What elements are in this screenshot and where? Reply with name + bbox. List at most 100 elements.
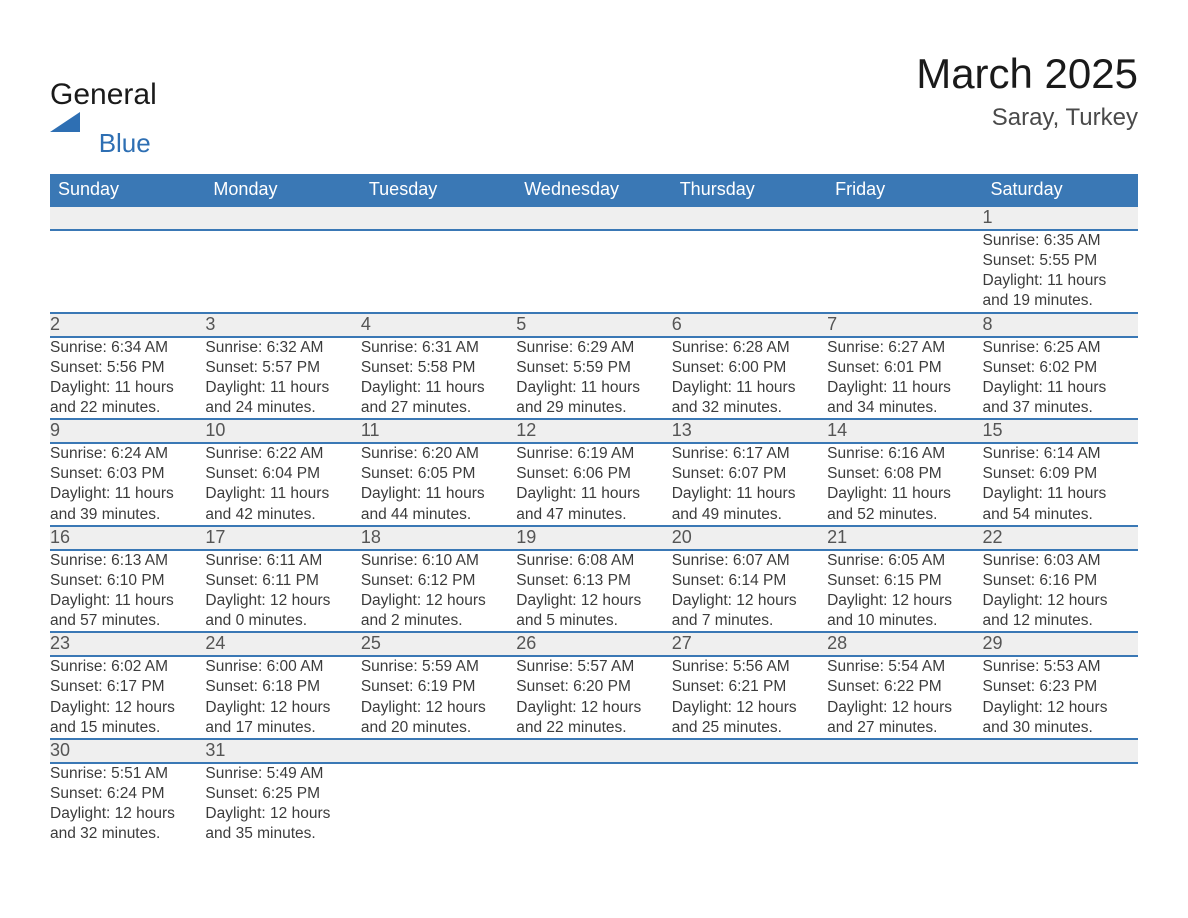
day-ss: Sunset: 5:59 PM (516, 358, 671, 378)
day-d2: and 29 minutes. (516, 398, 671, 418)
day-number-cell: 9 (50, 419, 205, 443)
day-detail-cell (672, 763, 827, 845)
day-number-cell: 20 (672, 526, 827, 550)
day-d1: Daylight: 11 hours (205, 484, 360, 504)
day-d1: Daylight: 11 hours (827, 378, 982, 398)
day-d1: Daylight: 12 hours (50, 804, 205, 824)
day-number-cell (983, 739, 1138, 763)
day-ss: Sunset: 6:19 PM (361, 677, 516, 697)
day-number-cell: 21 (827, 526, 982, 550)
day-detail-cell: Sunrise: 6:22 AMSunset: 6:04 PMDaylight:… (205, 443, 360, 526)
day-d2: and 27 minutes. (827, 718, 982, 738)
day-d1: Daylight: 11 hours (983, 378, 1138, 398)
day-d1: Daylight: 12 hours (205, 591, 360, 611)
day-d2: and 10 minutes. (827, 611, 982, 631)
day-detail-cell: Sunrise: 6:08 AMSunset: 6:13 PMDaylight:… (516, 550, 671, 633)
day-d2: and 15 minutes. (50, 718, 205, 738)
day-ss: Sunset: 6:11 PM (205, 571, 360, 591)
day-detail-cell: Sunrise: 6:17 AMSunset: 6:07 PMDaylight:… (672, 443, 827, 526)
day-detail-cell: Sunrise: 6:00 AMSunset: 6:18 PMDaylight:… (205, 656, 360, 739)
day-d1: Daylight: 11 hours (50, 591, 205, 611)
day-sr: Sunrise: 6:05 AM (827, 551, 982, 571)
day-detail-cell: Sunrise: 6:14 AMSunset: 6:09 PMDaylight:… (983, 443, 1138, 526)
day-number-cell (827, 206, 982, 230)
day-sr: Sunrise: 6:03 AM (983, 551, 1138, 571)
day-ss: Sunset: 6:01 PM (827, 358, 982, 378)
day-number-cell: 24 (205, 632, 360, 656)
week-detail-row: Sunrise: 5:51 AMSunset: 6:24 PMDaylight:… (50, 763, 1138, 845)
week-daynum-row: 3031 (50, 739, 1138, 763)
day-sr: Sunrise: 6:35 AM (983, 231, 1138, 251)
week-daynum-row: 9101112131415 (50, 419, 1138, 443)
day-detail-cell (827, 230, 982, 313)
day-sr: Sunrise: 6:32 AM (205, 338, 360, 358)
day-number-cell: 31 (205, 739, 360, 763)
day-sr: Sunrise: 6:08 AM (516, 551, 671, 571)
day-number-cell: 11 (361, 419, 516, 443)
page-header: General Blue March 2025 Saray, Turkey (50, 50, 1138, 156)
day-ss: Sunset: 6:17 PM (50, 677, 205, 697)
week-detail-row: Sunrise: 6:35 AMSunset: 5:55 PMDaylight:… (50, 230, 1138, 313)
day-detail-cell (361, 230, 516, 313)
day-d1: Daylight: 12 hours (205, 698, 360, 718)
day-ss: Sunset: 5:58 PM (361, 358, 516, 378)
day-detail-cell: Sunrise: 6:27 AMSunset: 6:01 PMDaylight:… (827, 337, 982, 420)
day-d1: Daylight: 11 hours (205, 378, 360, 398)
day-number-cell: 29 (983, 632, 1138, 656)
day-sr: Sunrise: 6:29 AM (516, 338, 671, 358)
day-sr: Sunrise: 5:49 AM (205, 764, 360, 784)
day-number-cell: 23 (50, 632, 205, 656)
day-d2: and 39 minutes. (50, 505, 205, 525)
day-sr: Sunrise: 5:56 AM (672, 657, 827, 677)
page-title: March 2025 (916, 50, 1138, 98)
day-ss: Sunset: 6:02 PM (983, 358, 1138, 378)
day-ss: Sunset: 6:22 PM (827, 677, 982, 697)
day-sr: Sunrise: 6:34 AM (50, 338, 205, 358)
day-number-cell (361, 206, 516, 230)
day-number-cell: 7 (827, 313, 982, 337)
day-d2: and 22 minutes. (516, 718, 671, 738)
day-number-cell (361, 739, 516, 763)
day-ss: Sunset: 6:06 PM (516, 464, 671, 484)
day-d1: Daylight: 12 hours (361, 591, 516, 611)
day-detail-cell: Sunrise: 6:20 AMSunset: 6:05 PMDaylight:… (361, 443, 516, 526)
calendar-body: 1Sunrise: 6:35 AMSunset: 5:55 PMDaylight… (50, 206, 1138, 844)
day-d1: Daylight: 12 hours (361, 698, 516, 718)
column-header: Thursday (672, 174, 827, 206)
day-d2: and 30 minutes. (983, 718, 1138, 738)
day-detail-cell: Sunrise: 6:25 AMSunset: 6:02 PMDaylight:… (983, 337, 1138, 420)
day-detail-cell: Sunrise: 6:07 AMSunset: 6:14 PMDaylight:… (672, 550, 827, 633)
day-detail-cell: Sunrise: 6:05 AMSunset: 6:15 PMDaylight:… (827, 550, 982, 633)
day-number-cell: 16 (50, 526, 205, 550)
day-sr: Sunrise: 6:22 AM (205, 444, 360, 464)
day-number-cell (827, 739, 982, 763)
day-number-cell: 19 (516, 526, 671, 550)
day-sr: Sunrise: 6:02 AM (50, 657, 205, 677)
day-number-cell: 15 (983, 419, 1138, 443)
day-d1: Daylight: 11 hours (50, 378, 205, 398)
day-d1: Daylight: 12 hours (827, 698, 982, 718)
day-d2: and 49 minutes. (672, 505, 827, 525)
day-d2: and 54 minutes. (983, 505, 1138, 525)
day-detail-cell: Sunrise: 6:24 AMSunset: 6:03 PMDaylight:… (50, 443, 205, 526)
day-d2: and 27 minutes. (361, 398, 516, 418)
day-ss: Sunset: 6:18 PM (205, 677, 360, 697)
day-ss: Sunset: 5:57 PM (205, 358, 360, 378)
day-ss: Sunset: 6:13 PM (516, 571, 671, 591)
day-ss: Sunset: 5:56 PM (50, 358, 205, 378)
calendar-table: SundayMondayTuesdayWednesdayThursdayFrid… (50, 174, 1138, 844)
day-detail-cell (672, 230, 827, 313)
day-number-cell: 13 (672, 419, 827, 443)
week-detail-row: Sunrise: 6:24 AMSunset: 6:03 PMDaylight:… (50, 443, 1138, 526)
day-sr: Sunrise: 6:14 AM (983, 444, 1138, 464)
day-sr: Sunrise: 6:17 AM (672, 444, 827, 464)
day-ss: Sunset: 6:14 PM (672, 571, 827, 591)
day-d2: and 17 minutes. (205, 718, 360, 738)
day-number-cell: 12 (516, 419, 671, 443)
day-sr: Sunrise: 6:20 AM (361, 444, 516, 464)
day-sr: Sunrise: 5:54 AM (827, 657, 982, 677)
brand-name-1: General (50, 78, 157, 111)
day-d1: Daylight: 11 hours (672, 378, 827, 398)
day-ss: Sunset: 6:10 PM (50, 571, 205, 591)
day-detail-cell (361, 763, 516, 845)
